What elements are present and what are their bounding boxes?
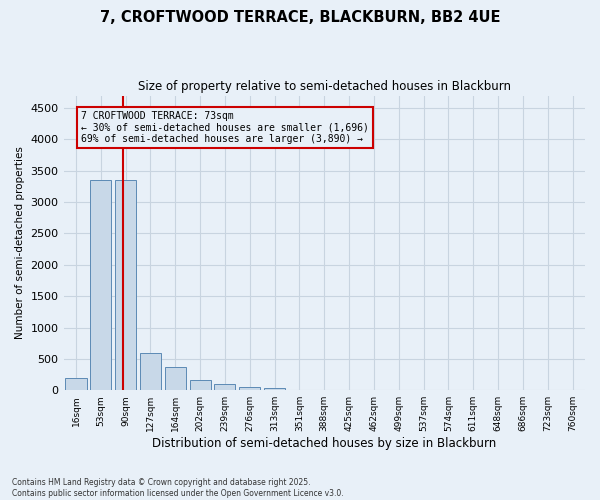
Bar (140, 352, 161, 390)
Title: Size of property relative to semi-detached houses in Blackburn: Size of property relative to semi-detach… (138, 80, 511, 93)
Y-axis label: Number of semi-detached properties: Number of semi-detached properties (15, 146, 25, 340)
Bar (190, 380, 211, 390)
Bar (264, 388, 285, 390)
Bar (239, 387, 260, 390)
Text: Contains HM Land Registry data © Crown copyright and database right 2025.
Contai: Contains HM Land Registry data © Crown c… (12, 478, 344, 498)
Bar (65, 378, 86, 390)
Text: 7, CROFTWOOD TERRACE, BLACKBURN, BB2 4UE: 7, CROFTWOOD TERRACE, BLACKBURN, BB2 4UE (100, 10, 500, 25)
Text: 7 CROFTWOOD TERRACE: 73sqm
← 30% of semi-detached houses are smaller (1,696)
69%: 7 CROFTWOOD TERRACE: 73sqm ← 30% of semi… (81, 111, 369, 144)
Bar (115, 180, 136, 390)
Bar (214, 384, 235, 390)
X-axis label: Distribution of semi-detached houses by size in Blackburn: Distribution of semi-detached houses by … (152, 437, 496, 450)
Bar (90, 180, 112, 390)
Bar (165, 367, 186, 390)
